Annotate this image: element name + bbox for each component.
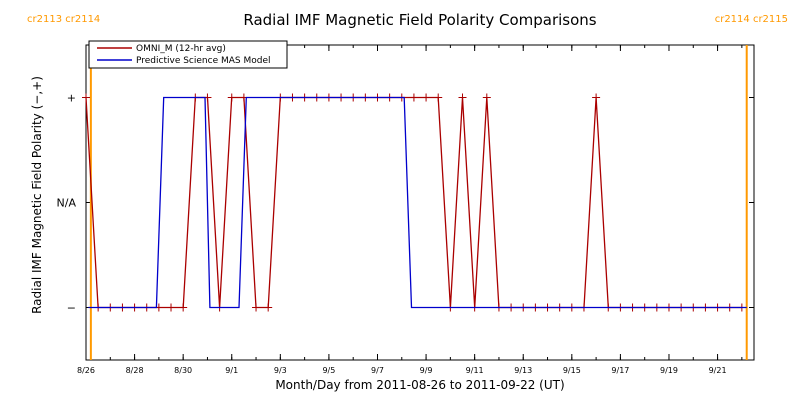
- omni-data-point: [264, 303, 273, 312]
- omni-data-point: [179, 303, 188, 312]
- omni-data-point: [458, 93, 467, 102]
- y-tick-label: −: [67, 302, 76, 315]
- carrington-label: cr2113 cr2114: [27, 14, 100, 25]
- x-tick-label: 9/5: [322, 366, 335, 375]
- y-tick-label: +: [67, 92, 76, 105]
- omni-data-point: [82, 93, 90, 102]
- x-axis-label: Month/Day from 2011-08-26 to 2011-09-22 …: [275, 378, 564, 392]
- legend-label-mas: Predictive Science MAS Model: [136, 56, 271, 66]
- x-tick-label: 9/17: [611, 366, 629, 375]
- x-tick-label: 9/19: [660, 366, 678, 375]
- y-axis-label: Radial IMF Magnetic Field Polarity (−,+): [30, 76, 44, 314]
- x-tick-label: 8/28: [126, 366, 144, 375]
- carrington-label: cr2114 cr2115: [715, 14, 788, 25]
- x-tick-label: 9/11: [466, 366, 484, 375]
- series-line-mas: [88, 96, 747, 309]
- omni-data-point: [592, 93, 601, 102]
- chart-title: Radial IMF Magnetic Field Polarity Compa…: [243, 11, 596, 29]
- x-tick-label: 9/15: [563, 366, 581, 375]
- omni-data-point: [434, 93, 443, 102]
- x-tick-label: 8/30: [174, 366, 192, 375]
- omni-data-point: [252, 303, 261, 312]
- omni-data-point: [409, 93, 418, 102]
- x-tick-label: 9/21: [709, 366, 727, 375]
- omni-data-point: [167, 303, 176, 312]
- y-tick-label: N/A: [57, 197, 77, 210]
- x-tick-label: 9/3: [274, 366, 287, 375]
- x-tick-label: 9/9: [420, 366, 433, 375]
- legend-box: [88, 40, 288, 69]
- series-layer: [82, 93, 747, 312]
- omni-data-point: [422, 93, 431, 102]
- x-tick-label: 9/7: [371, 366, 384, 375]
- x-tick-label: 8/26: [77, 366, 95, 375]
- legend-label-omni: OMNI_M (12-hr avg): [136, 44, 226, 54]
- legend: OMNI_M (12-hr avg) Predictive Science MA…: [88, 40, 288, 69]
- x-tick-label: 9/1: [225, 366, 238, 375]
- omni-data-point: [482, 93, 491, 102]
- omni-data-point: [227, 93, 236, 102]
- x-tick-label: 9/13: [514, 366, 532, 375]
- x-tick-labels: 8/26 8/28 8/30 9/1 9/3 9/5 9/7 9/9 9/11 9/13 9/15 9…: [77, 366, 727, 375]
- y-tick-labels: + N/A −: [57, 92, 77, 315]
